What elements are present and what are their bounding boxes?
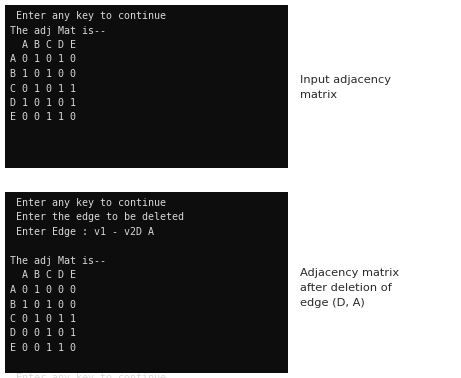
Text: Input adjacency
matrix: Input adjacency matrix [300,75,391,100]
Text: Adjacency matrix
after deletion of
edge (D, A): Adjacency matrix after deletion of edge … [300,268,399,308]
Text: A B C D E: A B C D E [10,40,76,50]
Text: Enter any key to continue _: Enter any key to continue _ [10,372,178,378]
Text: B 1 0 1 0 0: B 1 0 1 0 0 [10,299,76,310]
Text: D 1 0 1 0 1: D 1 0 1 0 1 [10,98,76,108]
Text: A 0 1 0 1 0: A 0 1 0 1 0 [10,54,76,65]
Text: A B C D E: A B C D E [10,271,76,280]
Text: C 0 1 0 1 1: C 0 1 0 1 1 [10,314,76,324]
Text: C 0 1 0 1 1: C 0 1 0 1 1 [10,84,76,93]
Text: E 0 0 1 1 0: E 0 0 1 1 0 [10,343,76,353]
Text: Enter any key to continue: Enter any key to continue [10,198,166,208]
Text: B 1 0 1 0 0: B 1 0 1 0 0 [10,69,76,79]
Text: Enter any key to continue: Enter any key to continue [10,11,166,21]
Text: Enter the edge to be deleted: Enter the edge to be deleted [10,212,184,223]
Text: D 0 0 1 0 1: D 0 0 1 0 1 [10,328,76,339]
Text: The adj Mat is--: The adj Mat is-- [10,25,106,36]
Text: Enter Edge : v1 - v2D A: Enter Edge : v1 - v2D A [10,227,154,237]
Text: E 0 0 1 1 0: E 0 0 1 1 0 [10,113,76,122]
Text: The adj Mat is--: The adj Mat is-- [10,256,106,266]
Text: A 0 1 0 0 0: A 0 1 0 0 0 [10,285,76,295]
